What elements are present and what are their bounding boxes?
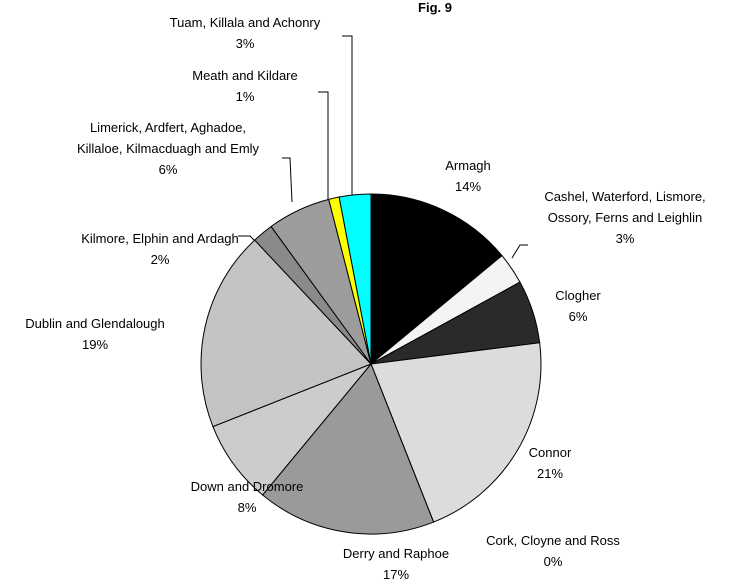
value-label: 6% — [158, 162, 178, 177]
category-label: Limerick, Ardfert, Aghadoe, Killaloe, Ki… — [76, 120, 260, 156]
leader-line — [342, 35, 353, 196]
category-label: Down and Dromore — [190, 479, 304, 494]
category-label: Tuam, Killala and Achonry — [169, 15, 321, 30]
slice-label: Down and Dromore 8% — [167, 476, 327, 518]
slice-label: Dublin and Glendalough 19% — [5, 313, 185, 355]
leader-line — [282, 157, 293, 203]
value-label: 6% — [568, 309, 588, 324]
chart-title: Fig. 9 — [418, 0, 452, 15]
category-label: Dublin and Glendalough — [25, 316, 165, 331]
value-label: 1% — [235, 89, 255, 104]
category-label: Derry and Raphoe — [342, 546, 450, 561]
pie-slice — [338, 193, 372, 365]
slices — [200, 193, 542, 535]
pie-slice — [261, 363, 435, 535]
pie-slice — [370, 342, 542, 523]
value-label: 3% — [615, 231, 635, 246]
category-label: Meath and Kildare — [192, 68, 298, 83]
value-label: 21% — [536, 466, 564, 481]
category-label: Connor — [528, 445, 572, 460]
value-label: 19% — [81, 337, 109, 352]
pie-slice — [370, 193, 503, 366]
slice-label: Kilmore, Elphin and Ardagh 2% — [60, 228, 260, 270]
slice-label: Tuam, Killala and Achonry 3% — [145, 12, 345, 54]
category-label: Clogher — [555, 288, 601, 303]
value-label: 17% — [382, 567, 410, 582]
category-label: Armagh — [445, 158, 491, 173]
value-label: 2% — [150, 252, 170, 267]
pie-slice — [200, 239, 372, 428]
value-label: 14% — [454, 179, 482, 194]
slice-label: Derry and Raphoe 17% — [316, 543, 476, 585]
slice-label: Cashel, Waterford, Lismore, Ossory, Fern… — [533, 186, 718, 249]
leader-line — [318, 91, 329, 199]
category-label: Cashel, Waterford, Lismore, Ossory, Fern… — [544, 189, 706, 225]
slice-label: Armagh 14% — [408, 155, 528, 197]
slice-label: Limerick, Ardfert, Aghadoe, Killaloe, Ki… — [76, 117, 261, 180]
slice-label: Meath and Kildare 1% — [165, 65, 325, 107]
value-label: 8% — [237, 500, 257, 515]
category-label: Kilmore, Elphin and Ardagh — [81, 231, 239, 246]
value-label: 0% — [543, 554, 563, 569]
slice-label: Clogher 6% — [528, 285, 628, 327]
leader-line — [511, 244, 528, 259]
slice-label: Connor 21% — [500, 442, 600, 484]
value-label: 3% — [235, 36, 255, 51]
category-label: Cork, Cloyne and Ross — [486, 533, 620, 548]
slice-label: Cork, Cloyne and Ross 0% — [463, 530, 643, 572]
